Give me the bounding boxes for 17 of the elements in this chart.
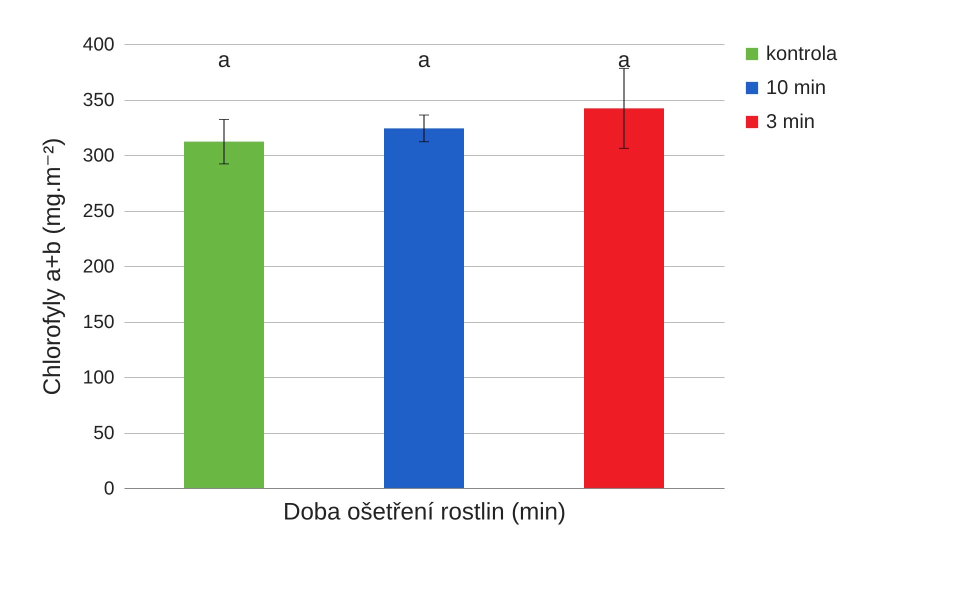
annotation: a: [218, 47, 231, 72]
annotation: a: [418, 47, 431, 72]
legend-label: 10 min: [766, 77, 826, 99]
legend-label: kontrola: [766, 43, 838, 65]
y-tick-label: 100: [82, 368, 114, 388]
y-tick-label: 300: [82, 146, 114, 166]
x-axis-title: Doba ošetření rostlin (min): [283, 498, 566, 526]
y-tick-label: 250: [82, 201, 114, 222]
y-tick-label: 400: [82, 34, 114, 56]
y-tick-label: 350: [82, 90, 114, 111]
y-tick-label: 50: [93, 423, 114, 444]
y-tick-label: 200: [82, 256, 114, 278]
y-tick-label: 0: [104, 478, 114, 500]
legend-label: 3 min: [766, 111, 815, 133]
y-tick-label: 150: [82, 312, 114, 333]
y-axis-title: Chlorofyly a+b (mg.m⁻²): [38, 138, 66, 396]
annotation: a: [618, 47, 631, 72]
